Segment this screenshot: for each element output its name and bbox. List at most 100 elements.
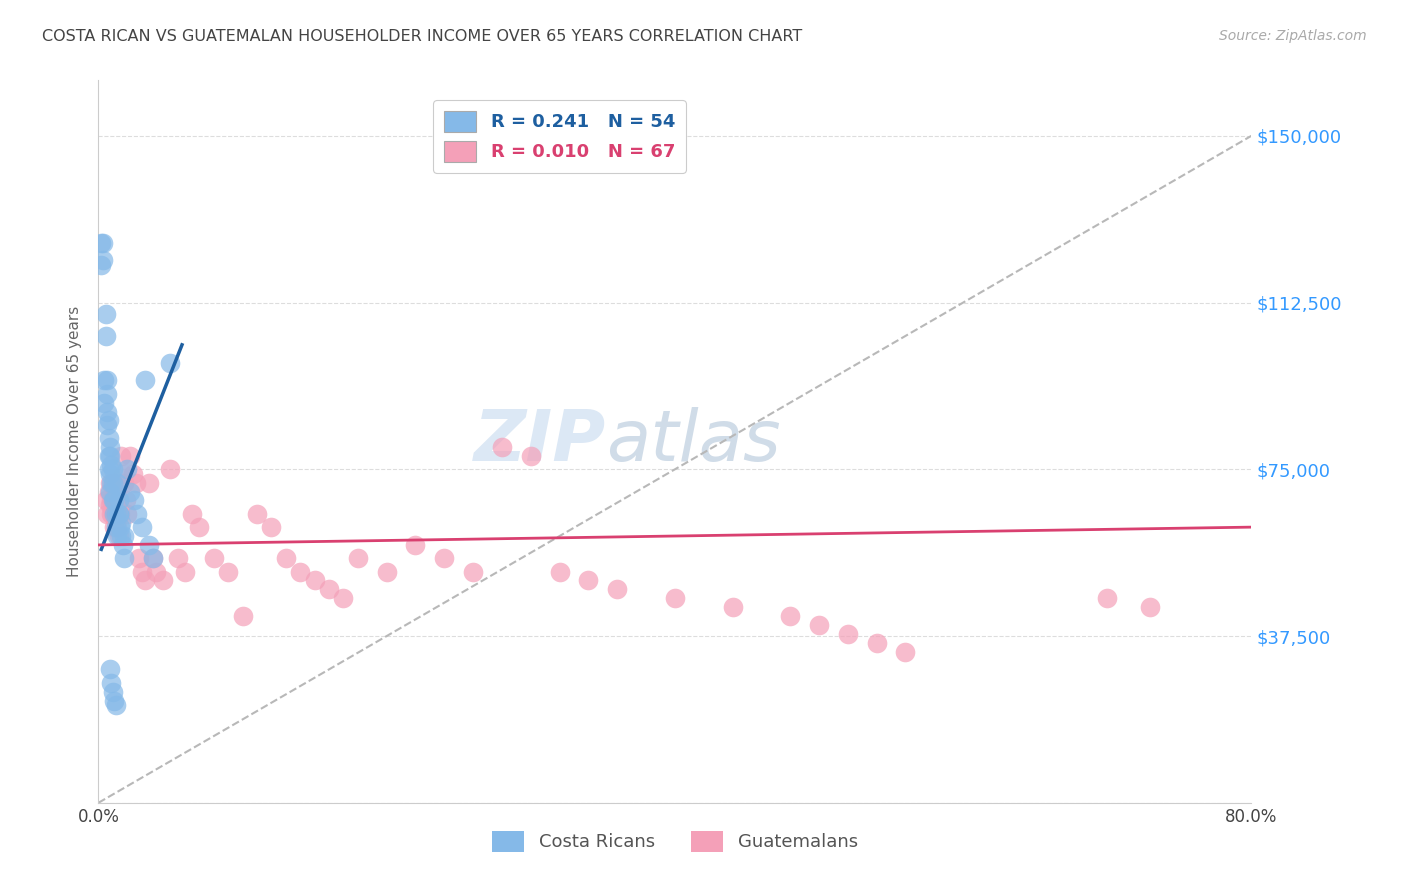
Point [721, 600, 744, 615]
Point [127, 507, 149, 521]
Point [1097, 591, 1119, 606]
Point [110, 529, 132, 543]
Point [159, 462, 181, 476]
Point [100, 475, 122, 490]
Point [100, 458, 122, 472]
Point [103, 493, 125, 508]
Point [120, 484, 142, 499]
Point [808, 618, 831, 632]
Point [98, 467, 121, 481]
Point [188, 520, 211, 534]
Point [101, 507, 124, 521]
Point [125, 475, 148, 490]
Point [332, 591, 354, 606]
Point [98, 498, 121, 512]
Point [107, 493, 129, 508]
Point [108, 520, 131, 534]
Point [837, 627, 859, 641]
Point [152, 574, 174, 588]
Point [91, 235, 114, 250]
Point [105, 475, 128, 490]
Point [105, 507, 128, 521]
Point [181, 507, 204, 521]
Point [104, 507, 127, 521]
Point [97, 484, 120, 499]
Point [274, 551, 297, 566]
Point [108, 507, 131, 521]
Point [246, 507, 269, 521]
Point [98, 662, 121, 676]
Point [97, 449, 120, 463]
Point [97, 462, 120, 476]
Point [433, 551, 456, 566]
Point [1139, 600, 1161, 615]
Point [304, 574, 326, 588]
Point [100, 507, 122, 521]
Point [107, 493, 129, 508]
Point [606, 582, 628, 597]
Point [578, 574, 600, 588]
Point [217, 565, 239, 579]
Point [98, 475, 121, 490]
Point [104, 507, 127, 521]
Point [112, 475, 135, 490]
Point [98, 449, 121, 463]
Point [104, 520, 127, 534]
Point [94, 307, 117, 321]
Point [101, 475, 124, 490]
Point [131, 520, 153, 534]
Point [159, 356, 181, 370]
Point [202, 551, 225, 566]
Point [894, 645, 917, 659]
Point [96, 417, 118, 432]
Point [98, 440, 121, 454]
Point [101, 475, 124, 490]
Text: atlas: atlas [606, 407, 780, 476]
Point [290, 565, 312, 579]
Point [318, 582, 340, 597]
Point [103, 507, 125, 521]
Point [145, 565, 167, 579]
Point [142, 551, 165, 566]
Point [97, 413, 120, 427]
Point [94, 329, 117, 343]
Point [548, 565, 571, 579]
Point [96, 404, 118, 418]
Text: ZIP: ZIP [474, 407, 606, 476]
Point [346, 551, 368, 566]
Point [491, 440, 513, 454]
Point [110, 449, 132, 463]
Point [111, 467, 134, 481]
Point [97, 431, 120, 445]
Point [779, 609, 801, 624]
Point [103, 493, 125, 508]
Point [405, 538, 427, 552]
Point [93, 373, 115, 387]
Point [105, 520, 128, 534]
Point [91, 253, 114, 268]
Point [117, 507, 139, 521]
Point [101, 462, 124, 476]
Legend: Costa Ricans, Guatemalans: Costa Ricans, Guatemalans [485, 823, 865, 859]
Point [375, 565, 398, 579]
Point [98, 484, 121, 499]
Point [114, 493, 136, 508]
Point [100, 493, 122, 508]
Point [105, 529, 128, 543]
Point [101, 684, 124, 698]
Point [104, 484, 127, 499]
Point [134, 574, 156, 588]
Point [103, 693, 125, 707]
Point [664, 591, 686, 606]
Text: Source: ZipAtlas.com: Source: ZipAtlas.com [1219, 29, 1367, 43]
Point [117, 462, 139, 476]
Point [107, 507, 129, 521]
Point [110, 516, 132, 530]
Point [124, 493, 146, 508]
Point [107, 529, 129, 543]
Point [96, 373, 118, 387]
Point [111, 538, 134, 552]
Point [461, 565, 484, 579]
Point [90, 235, 112, 250]
Point [100, 675, 122, 690]
